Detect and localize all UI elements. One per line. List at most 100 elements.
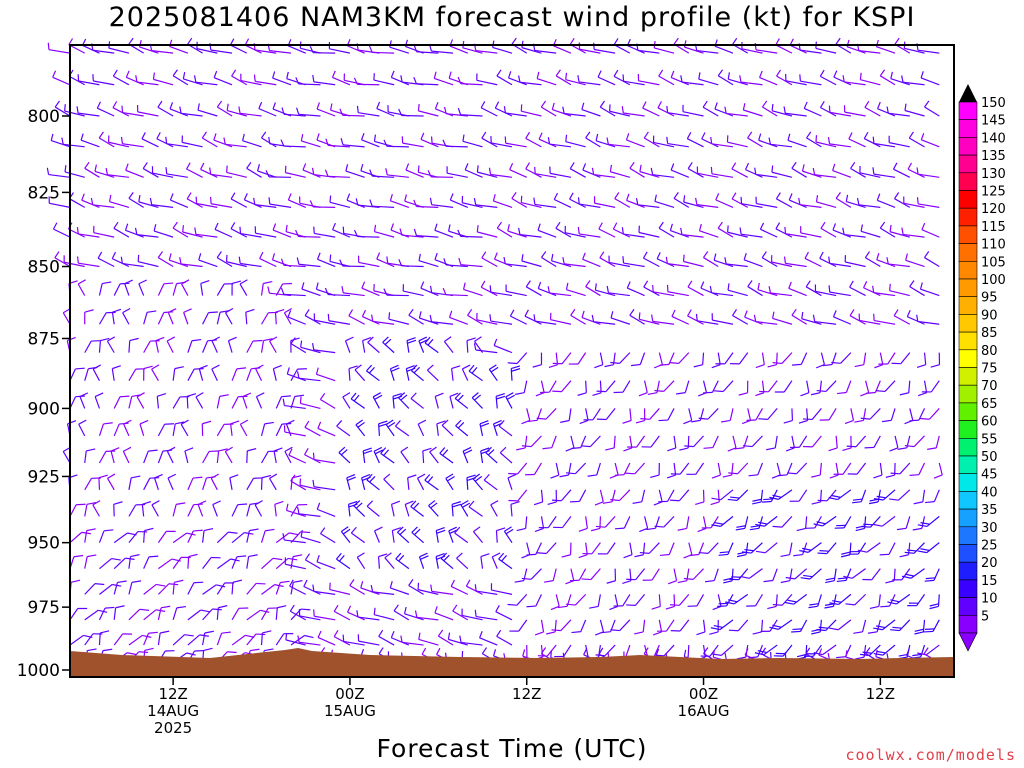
- wind-barb-flag: [727, 283, 730, 291]
- wind-barb-shaft: [389, 368, 395, 381]
- wind-barb-flag: [209, 167, 212, 175]
- wind-barb-flag: [443, 554, 450, 562]
- wind-barb-flag: [157, 393, 167, 397]
- wind-barb-flag: [374, 394, 383, 400]
- wind-barb-flag: [824, 605, 834, 609]
- wind-barb-flag: [496, 69, 502, 77]
- wind-barb-flag: [284, 446, 293, 452]
- wind-barb-shaft: [737, 619, 749, 632]
- wind-barb-shaft: [678, 593, 690, 606]
- wind-barb-flag: [876, 625, 886, 629]
- wind-barb-flag: [917, 524, 928, 528]
- wind-barb-flag: [925, 577, 936, 580]
- wind-barb-flag: [368, 45, 373, 53]
- wind-barb-flag: [904, 573, 915, 577]
- wind-barb-shaft: [169, 45, 189, 54]
- wind-barb-flag: [768, 286, 772, 294]
- wind-barb-shaft: [880, 227, 896, 238]
- wind-barb-flag: [184, 634, 194, 637]
- wind-barb-flag: [444, 336, 452, 342]
- wind-barb-shaft: [794, 568, 808, 580]
- wind-barb-shaft: [561, 380, 572, 393]
- wind-barb-flag: [174, 579, 184, 583]
- wind-barb-shaft: [157, 450, 164, 464]
- wind-barb-shaft: [418, 556, 425, 569]
- wind-barb-flag: [783, 256, 787, 264]
- wind-barb-flag: [873, 498, 884, 501]
- wind-barb-flag: [186, 652, 196, 656]
- wind-barb-shaft: [435, 556, 439, 569]
- wind-barb-flag: [906, 648, 910, 656]
- wind-barb-shaft: [550, 319, 572, 325]
- wind-barb-flag: [496, 395, 506, 400]
- wind-barb-flag: [673, 37, 679, 45]
- wind-barb-flag: [836, 656, 846, 659]
- wind-barb-flag: [226, 103, 229, 111]
- wind-barb-flag: [451, 365, 461, 370]
- wind-barb-flag: [642, 101, 647, 109]
- wind-barb-flag: [522, 649, 526, 657]
- wind-barb-shaft: [244, 199, 262, 208]
- wind-barb-flag: [394, 420, 401, 427]
- wind-barb-flag: [466, 337, 476, 342]
- wind-barb-shaft: [736, 489, 749, 501]
- wind-barb-shaft: [260, 283, 264, 296]
- wind-barb-shaft: [92, 49, 115, 54]
- wind-barb-shaft: [604, 515, 616, 528]
- wind-barb-shaft: [562, 516, 572, 528]
- wind-barb-flag: [111, 557, 121, 561]
- wind-barb-shaft: [825, 619, 837, 631]
- wind-barb-flag: [808, 605, 818, 609]
- wind-barb-shaft: [152, 172, 174, 178]
- wind-barb-shaft: [246, 556, 250, 569]
- wind-barb-flag: [759, 222, 765, 230]
- colorbar-swatch: [958, 296, 978, 315]
- wind-barb-shaft: [608, 143, 630, 148]
- wind-barb-flag: [772, 311, 775, 319]
- y-tick-label: 800: [28, 107, 60, 127]
- wind-barb-flag: [532, 364, 542, 368]
- wind-barb-shaft: [832, 229, 852, 238]
- wind-barb-shaft: [283, 312, 292, 325]
- wind-barb-shaft: [290, 343, 307, 354]
- wind-barb-shaft: [802, 170, 822, 178]
- wind-barb-shaft: [905, 259, 925, 268]
- colorbar-label: 5: [981, 609, 989, 624]
- wind-barb-shaft: [702, 352, 705, 365]
- wind-barb-flag: [420, 281, 425, 289]
- wind-barb-flag: [360, 132, 365, 140]
- wind-barb-flag: [80, 133, 84, 141]
- wind-barb-shaft: [806, 380, 810, 393]
- wind-barb-shaft: [857, 542, 867, 555]
- wind-barb-shaft: [592, 408, 601, 421]
- wind-barb-flag: [223, 137, 226, 145]
- wind-barb-shaft: [202, 608, 213, 621]
- wind-barb-shaft: [69, 634, 84, 646]
- wind-barb-shaft: [614, 198, 631, 208]
- wind-barb-flag: [925, 501, 935, 504]
- wind-barb-shaft: [878, 594, 881, 607]
- wind-barb-shaft: [519, 81, 542, 86]
- wind-barb-shaft: [426, 369, 439, 382]
- wind-barb-shaft: [625, 644, 631, 658]
- wind-barb-shaft: [113, 396, 121, 409]
- wind-barb-shaft: [460, 641, 483, 646]
- wind-barb-flag: [805, 647, 811, 655]
- wind-barb-flag: [698, 551, 709, 554]
- wind-barb-shaft: [98, 137, 115, 148]
- wind-barb-shaft: [172, 283, 178, 296]
- wind-barb-shaft: [418, 110, 439, 117]
- wind-barb-shaft: [64, 110, 85, 117]
- wind-barb-shaft: [187, 504, 195, 517]
- wind-barb-flag: [731, 192, 737, 200]
- wind-barb-flag: [566, 603, 576, 606]
- wind-barb-shaft: [333, 610, 351, 621]
- wind-barb-shaft: [658, 594, 661, 607]
- wind-barb-shaft: [893, 168, 911, 178]
- wind-barb-shaft: [623, 112, 645, 117]
- wind-barb-shaft: [717, 352, 721, 365]
- wind-barb-shaft: [755, 408, 763, 421]
- wind-barb-flag: [920, 71, 924, 79]
- wind-barb-flag: [775, 38, 780, 46]
- wind-barb-flag: [238, 395, 248, 398]
